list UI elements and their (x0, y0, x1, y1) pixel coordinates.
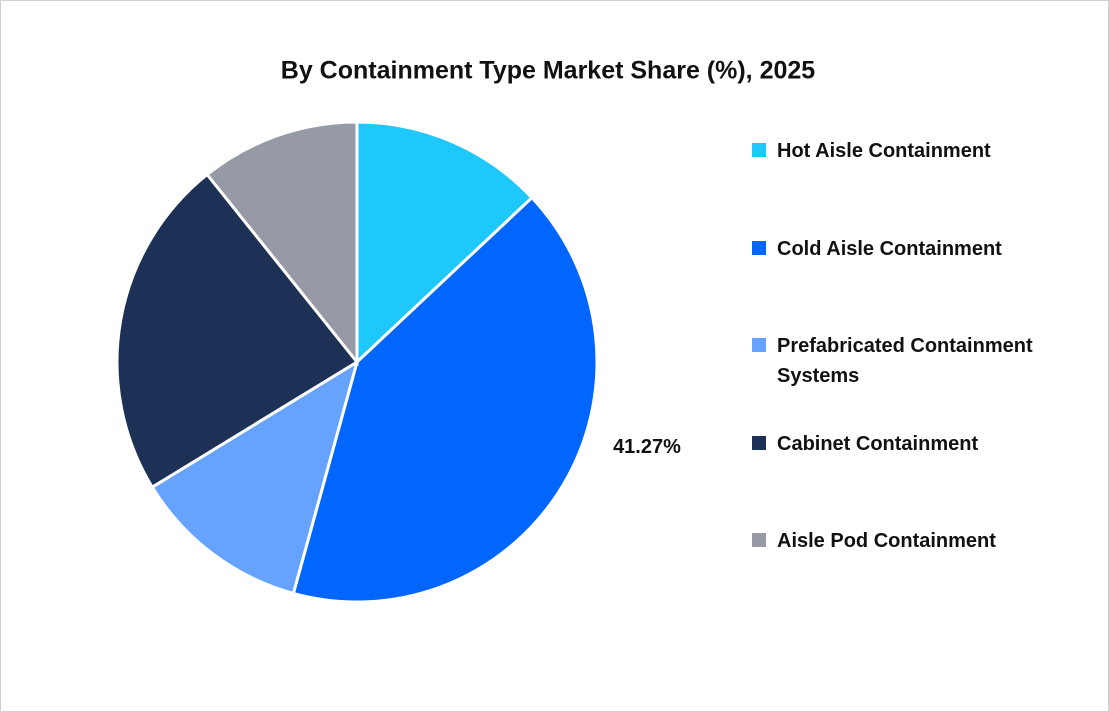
legend-item: Cold Aisle Containment (752, 234, 1072, 332)
legend-label: Hot Aisle Containment (777, 140, 991, 162)
legend-label: Cabinet Containment (777, 432, 979, 455)
pie-slice (150, 358, 360, 596)
legend-item: Hot Aisle Containment (752, 136, 1072, 234)
legend-item: Aisle Pod Containment (752, 526, 1072, 624)
pie-slice (205, 120, 359, 367)
legend-swatch (752, 338, 766, 352)
legend-swatch (752, 533, 766, 547)
pie-slice (115, 172, 360, 490)
legend-label: Aisle Pod Containment (777, 530, 996, 552)
legend-swatch (752, 240, 766, 255)
pie-slice (355, 120, 535, 366)
legend-label: Prefabricated Containment Systems (777, 335, 1033, 387)
pie-slice (291, 195, 599, 604)
data-label: 41.27% (613, 436, 681, 458)
legend: Hot Aisle Containment Cold Aisle Containm… (752, 136, 1072, 624)
legend-item: Cabinet Containment (752, 429, 1072, 527)
legend-item: Prefabricated Containment Systems (752, 331, 1072, 429)
legend-swatch (752, 435, 766, 450)
chart-title: By Containment Type Market Share (%), 20… (281, 57, 816, 85)
legend-label: Cold Aisle Containment (777, 237, 1002, 260)
legend-swatch (752, 143, 766, 157)
